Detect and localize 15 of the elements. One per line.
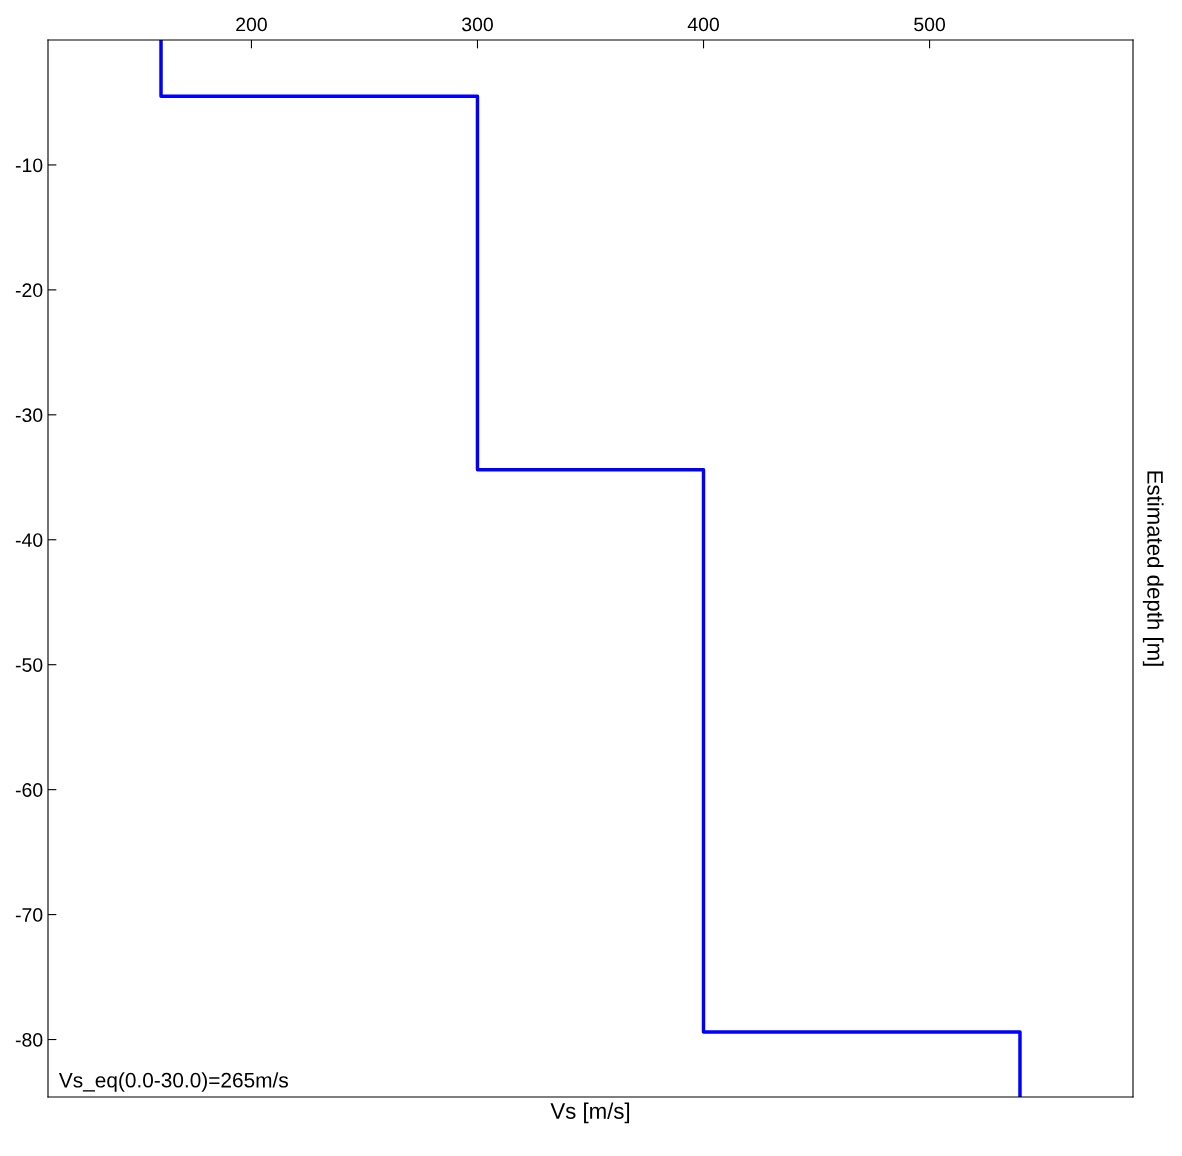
x-tick-label: 200 [236,17,267,32]
y-tick-label: -50 [15,658,43,672]
y-tick-label: -10 [15,158,43,173]
x-tick-label: 400 [687,17,719,32]
x-tick-label: 500 [914,17,946,32]
y-tick-label: -70 [15,908,43,922]
y-tick-label: -60 [15,783,43,797]
y-tick-label: -20 [15,283,43,298]
x-axis-title: Vs [m/s] [550,1102,630,1124]
y-tick-label: -80 [15,1033,43,1047]
x-tick-label: 300 [462,17,493,32]
y-tick-label: -40 [15,533,43,547]
y-axis-title: Estimated depth [m] [1142,471,1164,666]
annotation: Vs_eq(0.0-30.0)=265m/s [58,1072,288,1092]
y-tick-label: -30 [15,408,43,423]
